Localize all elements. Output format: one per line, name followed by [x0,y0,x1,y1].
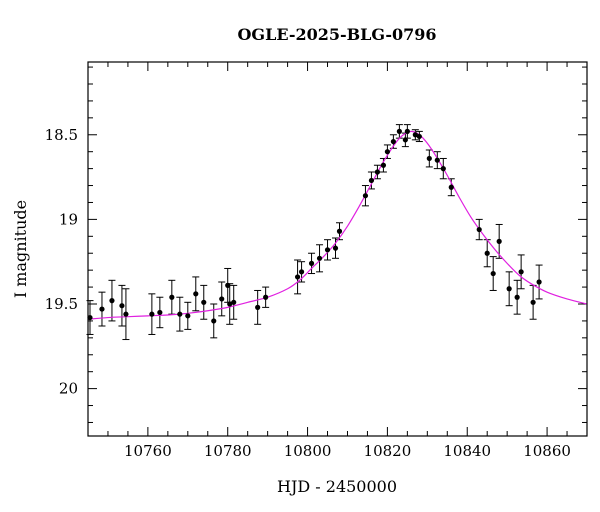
x-tick-label: 10780 [204,442,252,460]
data-point [255,304,261,310]
y-tick-label: 20 [59,380,78,398]
data-point [484,250,490,256]
data-point [374,169,381,175]
data-point [123,311,129,317]
data-point [490,270,496,277]
data-point [201,299,207,305]
data-point [440,166,446,172]
data-point [219,296,225,302]
data-point [149,311,155,317]
data-point [211,318,217,324]
data-point [380,162,387,168]
y-tick-label: 18.5 [45,126,78,144]
data-point [412,132,418,138]
data-point [193,291,199,297]
y-tick-label: 19 [59,210,78,228]
data-point [119,303,125,309]
data-point [506,286,512,292]
data-point [231,299,237,305]
y-tick-label: 19.5 [45,295,78,313]
y-axis-label: I magnitude [11,200,30,298]
x-tick-label: 10800 [284,442,332,460]
data-point [476,226,482,233]
data-point [390,138,396,145]
data-point [169,294,175,300]
data-point [514,294,520,300]
data-point [416,133,422,140]
data-point [109,298,115,304]
data-point [308,260,315,266]
data-point [225,282,231,288]
data-point [227,301,233,307]
error-bars [86,124,543,341]
data-point [316,255,323,261]
x-tick-label: 10840 [443,442,491,460]
data-point [426,155,432,162]
data-point [404,128,410,134]
data-point [177,311,183,317]
model-curve [87,130,588,320]
data-point [402,137,408,143]
axis-ticks [87,62,588,436]
data-point [336,228,343,234]
chart-title: OGLE-2025-BLG-0796 [237,25,436,44]
data-point [298,269,305,275]
data-point [368,177,375,184]
plot-frame [87,61,588,437]
data-point [530,299,536,305]
x-tick-label: 10820 [364,442,412,460]
data-point [518,269,524,275]
data-point [362,193,369,199]
data-point [536,279,542,285]
data-point [396,128,402,134]
x-tick-label: 10760 [124,442,172,460]
data-point [496,238,502,244]
x-tick-label: 10860 [523,442,571,460]
data-points [87,128,542,324]
data-point [185,313,191,319]
data-point [87,314,93,321]
data-point [332,245,339,251]
data-point [99,306,105,312]
data-point [263,294,269,300]
data-point [434,157,440,163]
axis-tick-labels: 10760 10780 10800 10820 10840 10860 18.5 19 19.5… [45,126,571,460]
x-axis-label: HJD - 2450000 [277,477,397,496]
data-point [448,184,454,190]
data-point [157,309,163,316]
data-point [384,149,390,155]
data-point [294,274,301,280]
data-point [324,247,331,253]
